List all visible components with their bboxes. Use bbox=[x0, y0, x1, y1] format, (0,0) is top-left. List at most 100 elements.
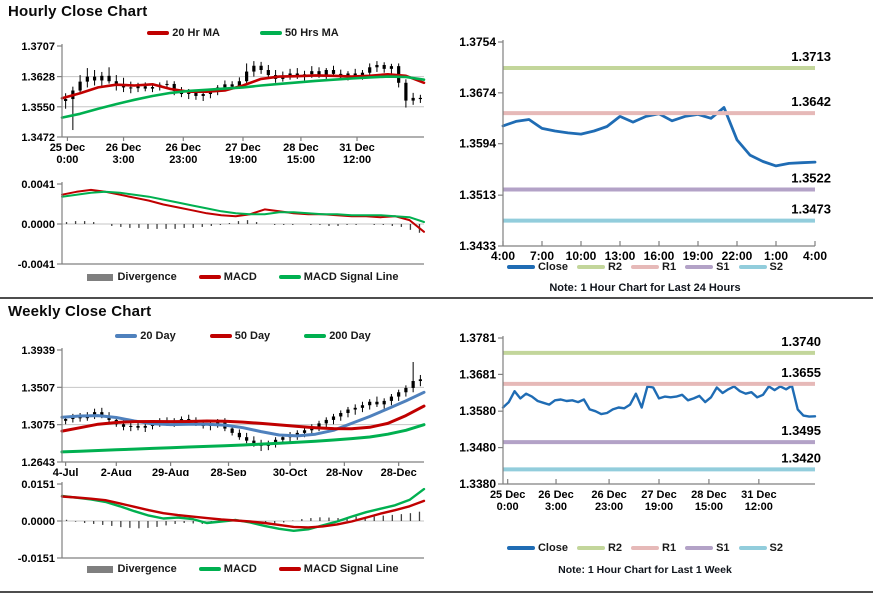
candle-body bbox=[230, 428, 234, 433]
candle-body bbox=[136, 86, 140, 89]
series-line bbox=[501, 384, 817, 418]
y-tick-label: 1.3480 bbox=[459, 441, 496, 455]
candle-body bbox=[71, 417, 75, 420]
candle-body bbox=[107, 75, 111, 82]
x-tick-label: 26 Dec 23:00 bbox=[591, 489, 626, 513]
candle-body bbox=[281, 437, 285, 440]
series-line bbox=[60, 404, 426, 433]
x-tick-label: 31 Dec 12:00 bbox=[339, 142, 374, 166]
candle-body bbox=[143, 86, 147, 89]
series-line bbox=[60, 487, 426, 532]
legend-entry: S2 bbox=[738, 261, 783, 273]
x-tick-label: 25 Dec 0:00 bbox=[490, 489, 525, 513]
candle-body bbox=[324, 70, 328, 75]
candle-body bbox=[353, 73, 357, 76]
y-tick-label: 1.3507 bbox=[21, 382, 55, 394]
x-tick-label: 28 Dec 15:00 bbox=[283, 142, 318, 166]
y-tick-label: 1.3580 bbox=[459, 404, 496, 418]
x-tick-label: 28-Dec bbox=[381, 467, 417, 476]
candle-body bbox=[252, 440, 256, 445]
candle-body bbox=[295, 432, 299, 436]
line-swatch-icon bbox=[576, 265, 605, 269]
candle-body bbox=[230, 84, 234, 87]
line-swatch-icon bbox=[685, 265, 714, 269]
legend-label: S1 bbox=[716, 261, 730, 273]
pivot-level-label: 1.3655 bbox=[781, 365, 821, 380]
y-tick-label: 1.3433 bbox=[459, 239, 496, 253]
candle-body bbox=[418, 379, 422, 382]
legend-entry: S2 bbox=[738, 542, 783, 554]
line-swatch-icon bbox=[631, 546, 660, 550]
legend-entry: R2 bbox=[576, 542, 622, 554]
candle-body bbox=[302, 430, 307, 433]
candle-body bbox=[129, 425, 133, 427]
candle-body bbox=[310, 71, 314, 75]
legend-entry: 20 Hr MA bbox=[147, 27, 220, 39]
legend-label: Close bbox=[537, 261, 568, 273]
candle-body bbox=[368, 67, 372, 73]
bar-swatch-icon bbox=[87, 273, 114, 281]
candle-body bbox=[389, 66, 394, 69]
candle-body bbox=[114, 81, 118, 86]
x-tick-label: 2-Aug bbox=[101, 467, 132, 476]
candle-body bbox=[411, 97, 415, 101]
candle-body bbox=[331, 416, 336, 420]
line-swatch-icon bbox=[147, 31, 170, 35]
line-swatch-icon bbox=[506, 546, 535, 550]
legend-label: Divergence bbox=[117, 563, 177, 575]
legend-entry: Divergence bbox=[87, 563, 177, 575]
candle-body bbox=[129, 87, 133, 89]
weekly-macd-legend: Divergence MACD MACD Signal Line bbox=[52, 563, 434, 575]
bottom-divider bbox=[0, 591, 873, 593]
candle-body bbox=[266, 70, 270, 76]
y-tick-label: 0.0000 bbox=[21, 516, 55, 528]
line-swatch-icon bbox=[304, 334, 327, 338]
candle-body bbox=[360, 72, 365, 76]
candle-body bbox=[389, 396, 394, 401]
line-swatch-icon bbox=[738, 265, 767, 269]
legend-entry: MACD bbox=[198, 271, 257, 283]
legend-label: MACD bbox=[223, 271, 257, 283]
candle-body bbox=[92, 76, 97, 81]
candle-body bbox=[208, 91, 213, 95]
line-swatch-icon bbox=[259, 31, 282, 35]
candle-body bbox=[92, 412, 97, 416]
candle-body bbox=[317, 423, 321, 427]
legend-entry: Close bbox=[506, 542, 568, 554]
x-tick-label: 30-Oct bbox=[273, 467, 308, 476]
candle-body bbox=[187, 419, 191, 421]
hourly-macd-chart: 0.0041 0.0000 -0.0041 bbox=[18, 179, 425, 268]
candle-body bbox=[324, 419, 328, 424]
candle-body bbox=[78, 417, 82, 419]
pivot-level-label: 1.3495 bbox=[781, 423, 821, 438]
legend-label: S1 bbox=[716, 542, 730, 554]
legend-label: R1 bbox=[662, 261, 677, 273]
legend-label: MACD Signal Line bbox=[303, 271, 399, 283]
line-swatch-icon bbox=[685, 546, 714, 550]
y-tick-label: 1.3681 bbox=[459, 367, 496, 381]
weekly-price-legend: 20 Day 50 Day 200 Day bbox=[62, 330, 424, 342]
candle-body bbox=[339, 413, 343, 417]
legend-entry: 50 Hrs MA bbox=[259, 27, 339, 39]
candle-body bbox=[237, 81, 241, 87]
candle-body bbox=[201, 94, 205, 96]
candle-body bbox=[404, 387, 408, 393]
legend-label: 50 Hrs MA bbox=[284, 27, 339, 39]
weekly-macd-chart: 0.0151 0.0000 -0.0151 bbox=[18, 479, 426, 562]
candle-body bbox=[245, 437, 249, 441]
candle-body bbox=[331, 70, 336, 74]
pivot-level-label: 1.3740 bbox=[781, 334, 821, 349]
x-tick-label: 27 Dec 19:00 bbox=[641, 489, 676, 513]
x-tick-label: 1:00 bbox=[764, 249, 788, 260]
x-tick-label: 25 Dec 0:00 bbox=[50, 142, 85, 166]
series-line bbox=[61, 190, 425, 223]
line-swatch-icon bbox=[506, 265, 535, 269]
candle-body bbox=[273, 439, 278, 444]
x-tick-label: 7:00 bbox=[530, 249, 554, 260]
candle-body bbox=[194, 92, 198, 96]
legend-label: R1 bbox=[662, 542, 677, 554]
x-tick-label: 28-Nov bbox=[326, 467, 364, 476]
candle-body bbox=[216, 421, 220, 425]
candle-body bbox=[85, 76, 89, 82]
